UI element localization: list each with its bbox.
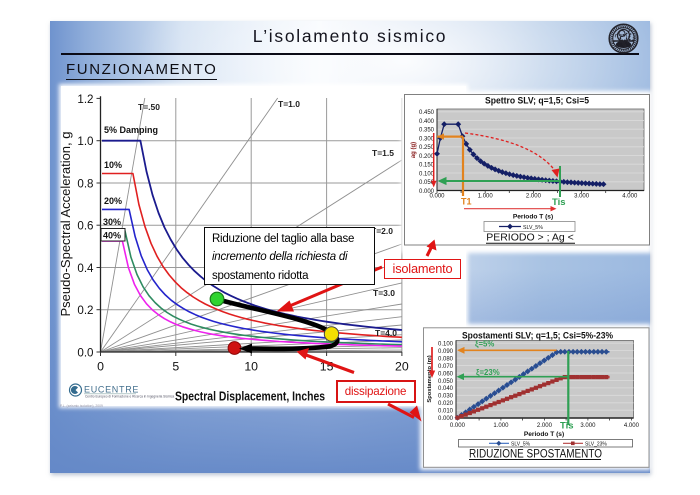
svg-text:3.000: 3.000 xyxy=(574,194,590,200)
svg-text:ag (g): ag (g) xyxy=(411,142,417,158)
svg-text:0.4: 0.4 xyxy=(77,262,94,275)
svg-text:Periodo T (s): Periodo T (s) xyxy=(524,431,564,438)
svg-text:Spostamento (m): Spostamento (m) xyxy=(427,355,433,402)
svg-text:Spectral Displacement, Inches: Spectral Displacement, Inches xyxy=(175,390,325,404)
svg-text:4.000: 4.000 xyxy=(624,423,640,429)
svg-text:0.070: 0.070 xyxy=(438,364,454,370)
svg-text:ξ=5%: ξ=5% xyxy=(475,340,494,349)
svg-text:0.100: 0.100 xyxy=(438,342,454,348)
svg-text:0.020: 0.020 xyxy=(438,401,454,407)
svg-text:T=1.0: T=1.0 xyxy=(278,99,300,109)
svg-text:0.010: 0.010 xyxy=(438,409,454,415)
svg-text:0.090: 0.090 xyxy=(438,349,454,355)
svg-text:0.450: 0.450 xyxy=(419,110,435,116)
svg-text:2.000: 2.000 xyxy=(526,194,542,200)
svg-text:Tis: Tis xyxy=(560,421,574,432)
svg-text:3.000: 3.000 xyxy=(580,423,596,429)
svg-text:Spostamenti SLV; q=1,5; Csi=5%: Spostamenti SLV; q=1,5; Csi=5%-23% xyxy=(462,331,613,341)
svg-text:5: 5 xyxy=(172,360,179,374)
svg-text:10%: 10% xyxy=(104,160,122,170)
svg-text:0.050: 0.050 xyxy=(438,379,454,385)
svg-text:0.080: 0.080 xyxy=(438,356,454,362)
svg-text:T=.50: T=.50 xyxy=(138,102,160,112)
svg-text:0.100: 0.100 xyxy=(419,171,435,177)
svg-text:0.300: 0.300 xyxy=(419,136,435,142)
svg-text:T=2.0: T=2.0 xyxy=(371,226,393,236)
svg-text:0.250: 0.250 xyxy=(419,145,435,151)
svg-text:0.040: 0.040 xyxy=(438,386,454,392)
svg-text:0.400: 0.400 xyxy=(419,119,435,125)
svg-text:2.000: 2.000 xyxy=(537,423,553,429)
svg-text:0: 0 xyxy=(97,360,104,374)
svg-text:1.000: 1.000 xyxy=(478,194,494,200)
svg-text:1.000: 1.000 xyxy=(493,423,509,429)
svg-text:Spettro SLV; q=1,5; Csi=5: Spettro SLV; q=1,5; Csi=5 xyxy=(485,96,589,106)
svg-text:4.000: 4.000 xyxy=(622,194,638,200)
svg-text:T1: T1 xyxy=(461,197,472,207)
svg-text:1.2: 1.2 xyxy=(77,93,93,106)
svg-text:EUCENTRE: EUCENTRE xyxy=(84,385,139,395)
svg-text:Centro Europeo di Formazione e: Centro Europeo di Formazione e Ricerca i… xyxy=(85,394,175,398)
svg-text:0.0: 0.0 xyxy=(77,347,93,360)
svg-text:T=3.0: T=3.0 xyxy=(373,288,395,298)
svg-text:40%: 40% xyxy=(103,231,121,241)
svg-text:0.000: 0.000 xyxy=(419,189,435,195)
svg-text:Tis: Tis xyxy=(552,197,566,208)
svg-text:P.L. (seismic isolation), 2009: P.L. (seismic isolation), 2009 xyxy=(60,404,103,408)
svg-text:Pseudo-Spectral Acceleration,: Pseudo-Spectral Acceleration, g xyxy=(58,132,73,317)
svg-text:SLV_5%: SLV_5% xyxy=(523,225,543,231)
svg-text:0.000: 0.000 xyxy=(438,416,454,422)
svg-text:0.350: 0.350 xyxy=(419,128,435,134)
svg-text:20%: 20% xyxy=(104,196,122,206)
svg-text:SLV_23%: SLV_23% xyxy=(585,441,607,447)
svg-text:5% Damping: 5% Damping xyxy=(104,125,158,135)
svg-text:RIDUZIONE SPOSTAMENTO: RIDUZIONE SPOSTAMENTO xyxy=(469,449,602,461)
svg-text:0.6: 0.6 xyxy=(77,220,93,233)
svg-text:Periodo T (s): Periodo T (s) xyxy=(513,214,553,221)
svg-text:ξ=23%: ξ=23% xyxy=(476,368,500,377)
svg-text:0.000: 0.000 xyxy=(450,423,466,429)
svg-text:20: 20 xyxy=(395,360,409,374)
svg-text:0.150: 0.150 xyxy=(419,163,435,169)
svg-text:0.000: 0.000 xyxy=(429,194,445,200)
svg-text:PERIODO > ; Ag <: PERIODO > ; Ag < xyxy=(486,232,574,244)
svg-text:30%: 30% xyxy=(103,217,121,227)
svg-text:1.0: 1.0 xyxy=(77,135,93,148)
svg-text:0.060: 0.060 xyxy=(438,371,454,377)
svg-text:0.030: 0.030 xyxy=(438,394,454,400)
svg-text:0.2: 0.2 xyxy=(77,304,93,317)
svg-text:10: 10 xyxy=(244,360,258,374)
svg-text:0.050: 0.050 xyxy=(419,180,435,186)
svg-text:0.200: 0.200 xyxy=(419,154,435,160)
svg-text:SLV_5%: SLV_5% xyxy=(511,441,531,447)
svg-text:T=4.0: T=4.0 xyxy=(375,328,397,338)
svg-text:T=1.5: T=1.5 xyxy=(372,148,394,158)
svg-text:0.8: 0.8 xyxy=(77,178,93,191)
